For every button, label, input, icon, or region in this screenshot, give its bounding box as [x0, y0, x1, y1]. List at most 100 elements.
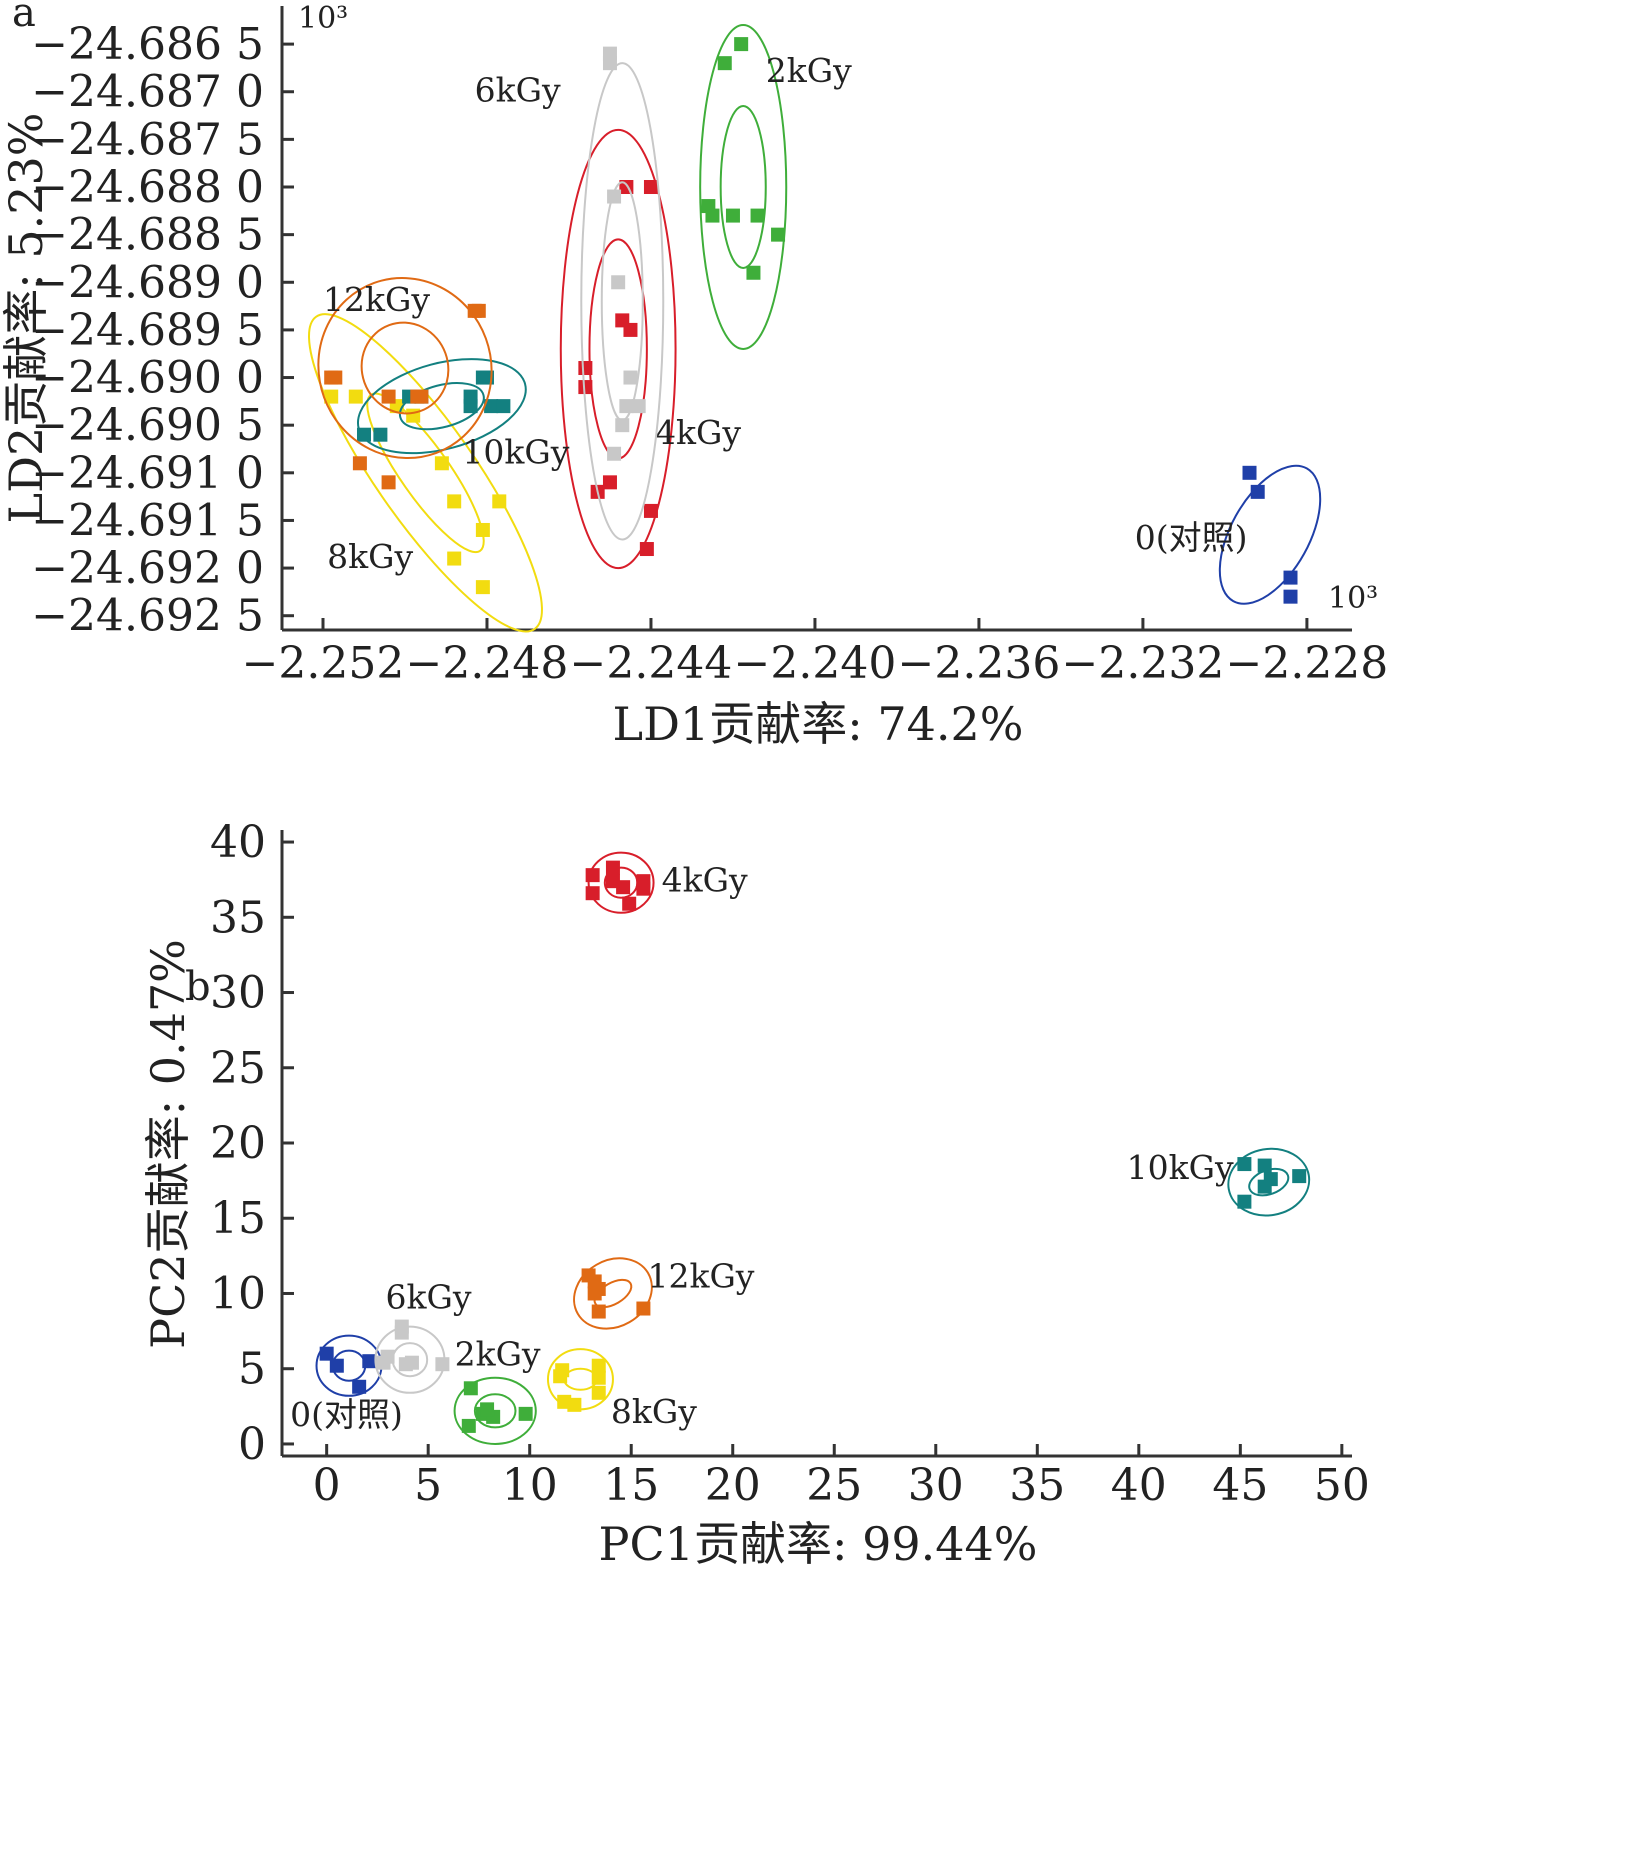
panel-a-data-point — [623, 322, 638, 337]
panel-a-data-point — [492, 494, 507, 509]
panel-b-x-tick-label: 30 — [908, 1460, 964, 1511]
panel-a-series-2kgy: 2kGy — [699, 24, 852, 350]
panel-b-confidence-ellipse-inner — [473, 1393, 517, 1429]
panel-a-confidence-ellipse-outer — [699, 24, 788, 350]
panel-a-series-4kgy: 4kGy — [559, 128, 741, 570]
panel-a-confidence-ellipse-outer — [580, 62, 665, 541]
panel-b-x-tick-label: 5 — [414, 1460, 442, 1511]
panel-a-data-point — [771, 227, 786, 242]
panel-a-letter: a — [12, 0, 36, 36]
panel-b-series-label: 0(对照) — [290, 1395, 403, 1434]
panel-b-data-point — [1237, 1157, 1252, 1172]
panel-a-confidence-ellipse-inner — [600, 181, 644, 422]
panel-a-y-tick-label: −24.690 0 — [31, 353, 264, 404]
panel-b-data-point — [394, 1325, 409, 1340]
panel-b-x-tick-label: 50 — [1314, 1460, 1370, 1511]
panel-b-confidence-ellipse-outer — [573, 1257, 653, 1330]
panel-b-y-axis-title: PC2贡献率: 0.47% — [141, 939, 195, 1349]
panel-a-data-point — [1250, 484, 1265, 499]
panel-b-data-point — [587, 1286, 602, 1301]
panel-b-series-label: 10kGy — [1127, 1148, 1234, 1187]
panel-b-y-tick-label: 30 — [210, 968, 266, 1019]
panel-a-data-point — [602, 475, 617, 490]
panel-b-y-tick-label: 40 — [210, 817, 266, 868]
panel-a-y-tick-label: −24.689 0 — [31, 257, 264, 308]
panel-b-x-tick-label: 45 — [1212, 1460, 1268, 1511]
panel-a-data-point — [475, 522, 490, 537]
panel-a-x-exponent-label: 10³ — [1328, 581, 1378, 616]
panel-b-data-point — [1237, 1194, 1252, 1209]
panel-a-series-label: 8kGy — [327, 537, 413, 576]
panel-a-data-point — [631, 399, 646, 414]
panel-b-data-point — [555, 1363, 570, 1378]
panel-b-data-point — [622, 896, 637, 911]
panel-a-y-tick-label: −24.687 5 — [31, 114, 264, 165]
panel-a-data-point — [356, 427, 371, 442]
panel-a-data-point — [578, 361, 593, 376]
panel-a-confidence-ellipse-outer — [317, 277, 493, 460]
panel-b-data-point — [362, 1354, 377, 1369]
panel-a-series-label: 4kGy — [655, 413, 741, 452]
panel-a-data-point — [434, 456, 449, 471]
panel-b-series-8kgy: 8kGy — [546, 1348, 697, 1431]
panel-a-data-point — [643, 180, 658, 195]
panel-a-data-point — [475, 370, 490, 385]
panel-b-series-12kgy: 12kGy — [573, 1256, 755, 1330]
panel-b-data-point — [1257, 1179, 1272, 1194]
panel-a-data-point — [471, 303, 486, 318]
panel-a-data-point — [639, 542, 654, 557]
panel-a-series-10kgy: 10kGy — [356, 358, 570, 471]
panel-a-x-tick-label: −2.248 — [406, 638, 569, 689]
panel-a-data-point — [484, 399, 499, 414]
panel-b-data-point — [591, 1304, 606, 1319]
panel-b-data-point — [557, 1394, 572, 1409]
panel-a-data-point — [324, 389, 339, 404]
panel-b-letter: b — [185, 964, 211, 1010]
panel-a-x-tick-label: −2.232 — [1061, 638, 1224, 689]
panel-a-x-tick-label: −2.228 — [1225, 638, 1388, 689]
panel-b-x-tick-label: 20 — [705, 1460, 761, 1511]
panel-b-series-label: 2kGy — [455, 1335, 541, 1374]
panel-a-chart: −24.686 5−24.687 0−24.687 5−24.688 0−24.… — [0, 1, 1388, 751]
panel-a-y-tick-label: −24.690 5 — [31, 400, 264, 451]
panel-b-series-2kgy: 2kGy — [453, 1335, 541, 1445]
panel-a-y-tick-label: −24.687 0 — [31, 67, 264, 118]
panel-a-y-tick-label: −24.692 5 — [31, 591, 264, 642]
panel-a-data-point — [750, 208, 765, 223]
panel-a-data-point — [619, 399, 634, 414]
panel-a-x-tick-label: −2.252 — [242, 638, 405, 689]
panel-a-data-point — [381, 475, 396, 490]
panel-a-y-tick-label: −24.689 5 — [31, 305, 264, 356]
panel-a-y-tick-label: −24.688 0 — [31, 162, 264, 213]
panel-a-x-axis-title: LD1贡献率: 74.2% — [613, 697, 1024, 751]
panel-a-confidence-ellipse-outer — [1218, 464, 1322, 605]
panel-b-data-point — [585, 886, 600, 901]
panel-a-data-point — [717, 56, 732, 71]
panel-b-data-point — [591, 1370, 606, 1385]
panel-b-series-6kgy: 6kGy — [374, 1278, 472, 1394]
panel-a-y-tick-label: −24.691 0 — [31, 448, 264, 499]
panel-a-data-point — [406, 408, 421, 423]
panel-a-confidence-ellipse-inner — [398, 382, 485, 431]
panel-a-y-tick-label: −24.691 5 — [31, 495, 264, 546]
panel-b-x-tick-label: 10 — [502, 1460, 558, 1511]
panel-a-series-label: 0(对照) — [1135, 518, 1248, 557]
panel-b-series-label: 4kGy — [662, 861, 748, 900]
panel-a-data-point — [475, 580, 490, 595]
panel-a-series-label: 10kGy — [462, 432, 569, 471]
panel-b-x-tick-label: 0 — [313, 1460, 341, 1511]
panel-b-series-4kgy: 4kGy — [585, 851, 748, 914]
panel-a-series-6kgy: 6kGy — [475, 46, 665, 541]
panel-b-x-tick-label: 35 — [1009, 1460, 1065, 1511]
panel-b-series-0-control: 0(对照) — [290, 1334, 403, 1434]
panel-a-data-point — [607, 189, 622, 204]
panel-a-data-point — [463, 389, 478, 404]
panel-a-data-point — [643, 503, 658, 518]
panel-b-data-point — [591, 1385, 606, 1400]
panel-b-data-point — [480, 1402, 495, 1417]
panel-a-data-point — [381, 389, 396, 404]
panel-b-series-10kgy: 10kGy — [1127, 1147, 1311, 1217]
panel-b-data-point — [518, 1406, 533, 1421]
panel-a-data-point — [496, 399, 511, 414]
